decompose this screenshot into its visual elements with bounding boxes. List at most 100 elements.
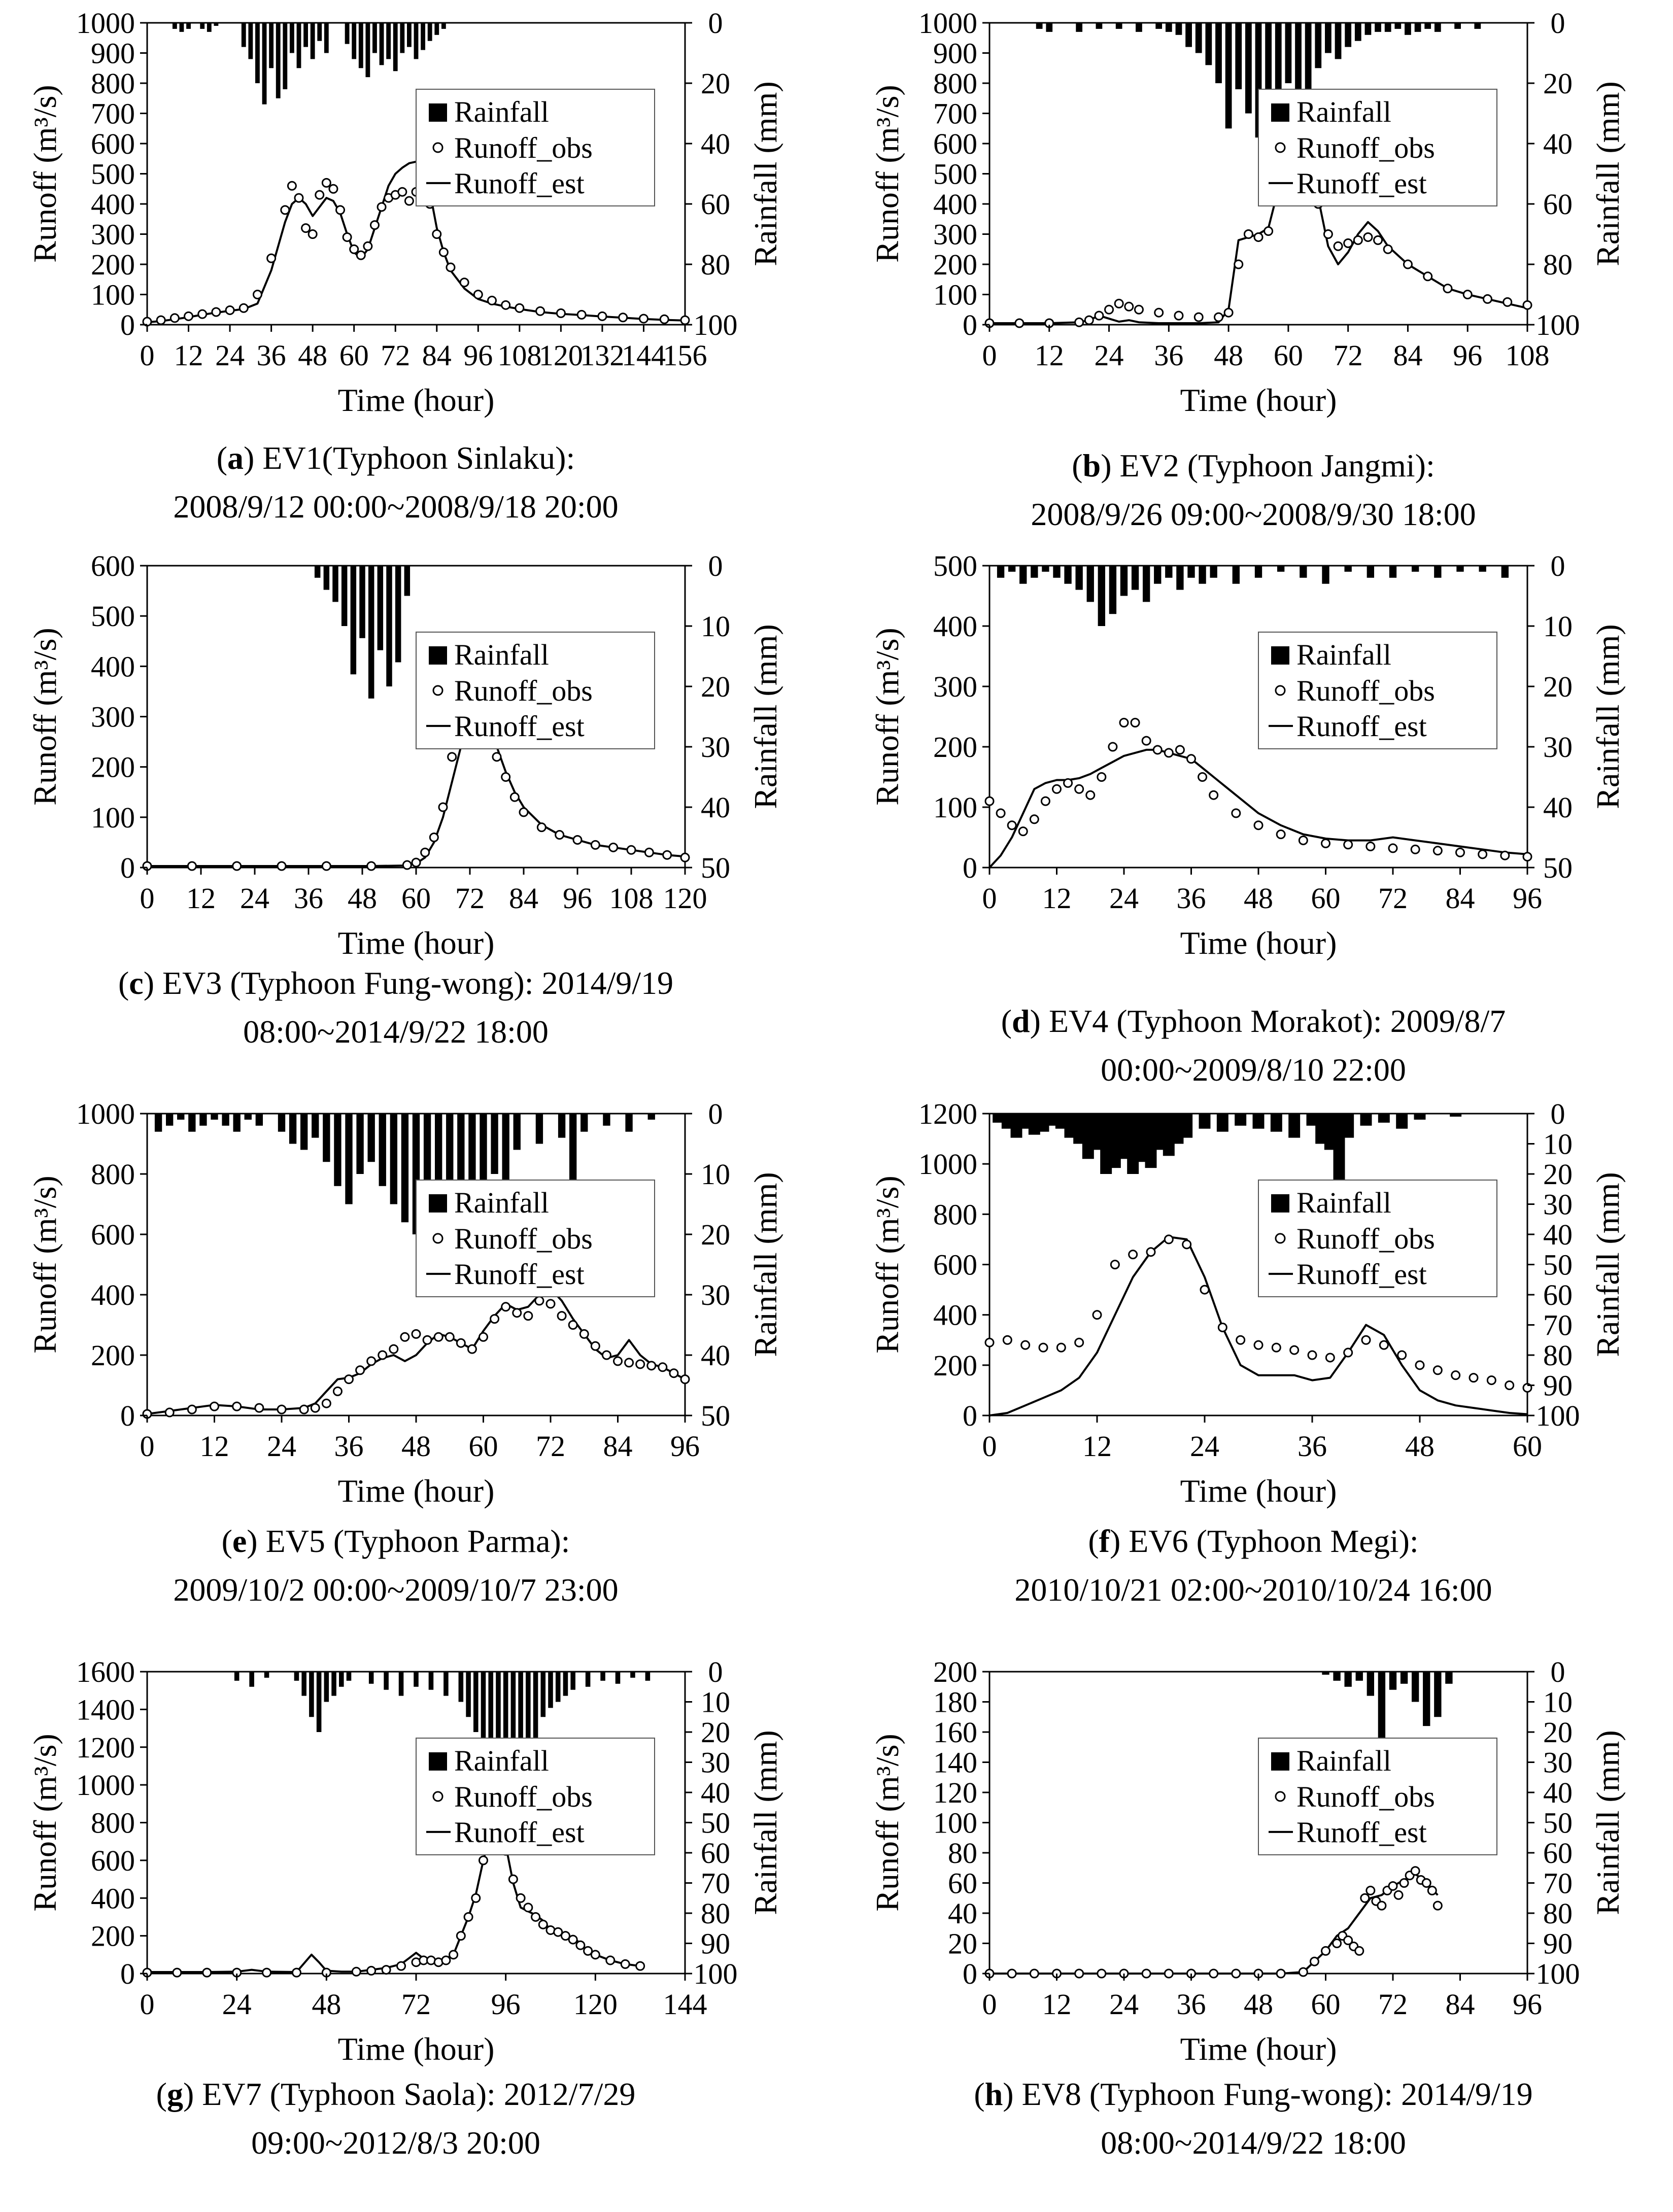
caption-title: EV6 (Typhoon Megi): [1129, 1523, 1419, 1559]
rainfall-tick-label: 0 [1551, 1101, 1565, 1130]
legend-est-label: Runoff_est [454, 1258, 585, 1291]
x-tick-label: 96 [491, 1988, 521, 2021]
caption-line-2: 2009/10/2 00:00~2009/10/7 23:00 [173, 1572, 619, 1608]
runoff-obs-point [659, 314, 669, 324]
rainfall-bar [1375, 23, 1381, 32]
rainfall-bar [1389, 1672, 1397, 1690]
runoff-obs-point [1097, 772, 1107, 782]
rainfall-bar [615, 1672, 621, 1684]
rainfall-tick-label: 20 [701, 670, 730, 703]
caption-line-2: 00:00~2009/8/10 22:00 [1101, 1052, 1406, 1088]
legend-box [1258, 1737, 1497, 1855]
runoff-obs-point [321, 178, 331, 188]
rainfall-bar [1411, 1672, 1419, 1702]
rainfall-tick-label: 30 [701, 1278, 730, 1311]
legend-obs-marker [1275, 685, 1286, 696]
rainfall-tick-label: 90 [701, 1927, 730, 1960]
runoff-obs-point [1234, 259, 1244, 269]
x-axis-title: Time (hour) [338, 925, 495, 961]
y-axis-title: Runoff (m³/s) [27, 628, 63, 805]
y-tick-label: 300 [933, 218, 977, 251]
rainfall-bar [1131, 566, 1139, 590]
rainfall-bar [563, 1672, 568, 1696]
rainfall-tick-label: 0 [708, 553, 723, 582]
y-tick-label: 600 [933, 127, 977, 160]
rainfall-axis-title: Rainfall (mm) [1590, 624, 1626, 809]
runoff-obs-point [389, 1344, 399, 1354]
rainfall-bar [1001, 1114, 1013, 1129]
rainfall-bar [309, 1672, 314, 1717]
runoff-obs-point [363, 241, 373, 251]
rainfall-bar [276, 23, 281, 98]
rainfall-bar [443, 1672, 449, 1696]
x-tick-label: 36 [1298, 1430, 1327, 1463]
rainfall-axis-title: Rainfall (mm) [1590, 1172, 1626, 1357]
y-tick-label: 600 [91, 1218, 135, 1251]
runoff-obs-point [535, 306, 545, 316]
runoff-obs-point [1110, 1260, 1120, 1269]
rainfall-bar [414, 23, 419, 59]
rainfall-tick-label: 40 [1543, 1218, 1573, 1251]
legend-rainfall-label: Rainfall [454, 1744, 549, 1777]
rainfall-bar [1118, 1114, 1130, 1159]
x-tick-label: 108 [497, 339, 541, 372]
y-tick-label: 0 [120, 851, 135, 884]
rainfall-bar [211, 1114, 218, 1120]
rainfall-bar [600, 1672, 605, 1681]
runoff-obs-point [590, 1341, 600, 1351]
runoff-obs-point [996, 808, 1006, 818]
runoff-obs-point [369, 220, 380, 230]
caption-panel-id: f [1099, 1523, 1110, 1559]
rainfall-bar [1322, 1672, 1329, 1675]
legend-box [1258, 631, 1497, 749]
runoff-obs-point [467, 1344, 477, 1354]
rainfall-bar [1405, 23, 1411, 35]
runoff-obs-point [553, 1927, 563, 1937]
x-tick-label: 144 [663, 1988, 707, 2021]
y-tick-label: 300 [933, 670, 977, 703]
rainfall-tick-label: 0 [1551, 10, 1565, 40]
y-tick-label: 900 [91, 37, 135, 70]
runoff-obs-point [299, 1404, 309, 1414]
y-tick-label: 1200 [76, 1731, 135, 1764]
rainfall-bar [1225, 23, 1232, 129]
caption-d: (d) EV4 (Typhoon Morakot): 2009/8/7 00:00… [873, 997, 1634, 1094]
rainfall-tick-label: 0 [708, 1659, 723, 1688]
x-tick-label: 36 [257, 339, 286, 372]
x-tick-label: 84 [1393, 339, 1422, 372]
rainfall-bar [1252, 1114, 1265, 1129]
runoff-obs-point [1325, 1353, 1335, 1363]
rainfall-bar [502, 1114, 509, 1186]
y-tick-label: 400 [91, 1882, 135, 1915]
rainfall-bar [317, 23, 322, 41]
caption-g: (g) EV7 (Typhoon Saola): 2012/7/29 09:00~… [41, 2070, 751, 2167]
rainfall-tick-label: 60 [701, 1837, 730, 1870]
runoff-obs-point [1455, 847, 1465, 857]
legend-box [416, 1737, 655, 1855]
rainfall-bar [1315, 23, 1322, 68]
rainfall-bar [510, 1672, 516, 1799]
y-tick-label: 140 [933, 1746, 977, 1779]
rainfall-bar [1285, 23, 1292, 83]
rainfall-bar [199, 1114, 207, 1126]
caption-title: EV7 (Typhoon Saola): 2012/7/29 [202, 2076, 636, 2112]
rainfall-bar [1010, 1114, 1022, 1138]
runoff-obs-point [1114, 298, 1124, 308]
rainfall-bar [1344, 1672, 1352, 1687]
rainfall-bar [384, 1672, 389, 1690]
rainfall-bar [1046, 1114, 1059, 1126]
rainfall-bar [603, 1114, 610, 1126]
rainfall-bar [301, 1672, 306, 1696]
rainfall-bar [1037, 1114, 1049, 1132]
rainfall-bar [1333, 1114, 1345, 1189]
rainfall-tick-label: 90 [1543, 1369, 1573, 1402]
rainfall-bar [1434, 566, 1442, 578]
runoff-obs-point [1154, 307, 1164, 318]
runoff-obs-point [560, 1931, 570, 1941]
rainfall-bar [241, 23, 246, 47]
legend-box [416, 1179, 655, 1297]
rainfall-tick-label: 60 [1543, 1837, 1573, 1870]
rainfall-bar [1096, 23, 1103, 29]
rainfall-tick-label: 30 [1543, 1746, 1573, 1779]
